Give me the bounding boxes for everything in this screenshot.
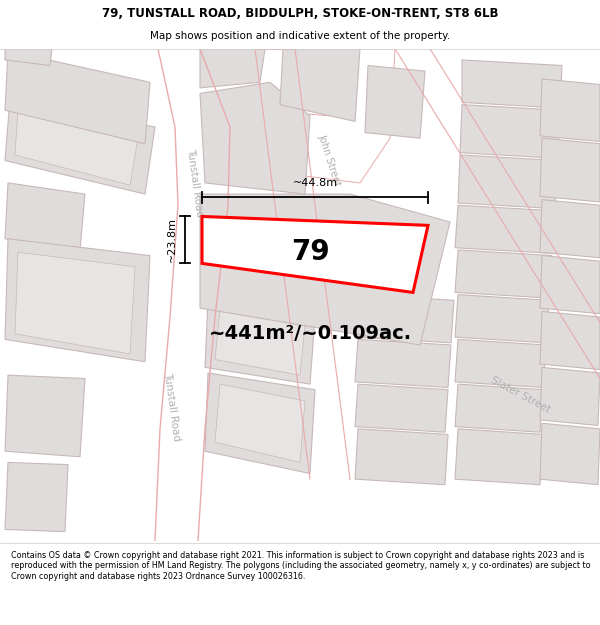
Polygon shape: [455, 205, 555, 253]
Text: ~441m²/~0.109ac.: ~441m²/~0.109ac.: [208, 324, 412, 343]
Polygon shape: [540, 138, 600, 202]
Polygon shape: [455, 339, 546, 388]
Polygon shape: [395, 49, 600, 379]
Polygon shape: [260, 49, 395, 183]
Text: 79: 79: [290, 238, 329, 266]
Polygon shape: [540, 199, 600, 258]
Polygon shape: [258, 276, 298, 304]
Polygon shape: [365, 66, 425, 138]
Text: Tunstall Road: Tunstall Road: [185, 148, 205, 218]
Polygon shape: [205, 300, 315, 384]
Polygon shape: [460, 104, 560, 158]
Polygon shape: [355, 294, 454, 343]
Polygon shape: [205, 196, 312, 253]
Polygon shape: [205, 241, 312, 311]
Polygon shape: [200, 49, 265, 88]
Text: ~23.8m: ~23.8m: [167, 217, 177, 262]
Polygon shape: [458, 155, 558, 209]
Polygon shape: [355, 429, 448, 485]
Polygon shape: [455, 429, 543, 485]
Polygon shape: [5, 239, 150, 362]
Polygon shape: [462, 60, 562, 108]
Polygon shape: [215, 248, 298, 301]
Polygon shape: [215, 205, 298, 246]
Polygon shape: [215, 384, 305, 462]
Polygon shape: [200, 194, 450, 345]
Polygon shape: [5, 375, 85, 457]
Text: Tunstall Road: Tunstall Road: [162, 371, 182, 441]
Polygon shape: [15, 110, 138, 185]
Polygon shape: [5, 462, 68, 532]
Text: Contains OS data © Crown copyright and database right 2021. This information is : Contains OS data © Crown copyright and d…: [11, 551, 590, 581]
Polygon shape: [155, 49, 230, 541]
Polygon shape: [280, 49, 360, 121]
Text: Map shows position and indicative extent of the property.: Map shows position and indicative extent…: [150, 31, 450, 41]
Polygon shape: [455, 384, 543, 432]
Polygon shape: [540, 79, 600, 141]
Polygon shape: [200, 82, 310, 194]
Polygon shape: [540, 311, 600, 369]
Polygon shape: [215, 309, 305, 375]
Polygon shape: [540, 368, 600, 426]
Text: ~44.8m: ~44.8m: [292, 179, 338, 189]
Polygon shape: [455, 294, 549, 343]
Polygon shape: [355, 339, 451, 388]
Polygon shape: [5, 51, 150, 144]
Polygon shape: [202, 216, 428, 292]
Text: 79, TUNSTALL ROAD, BIDDULPH, STOKE-ON-TRENT, ST8 6LB: 79, TUNSTALL ROAD, BIDDULPH, STOKE-ON-TR…: [102, 7, 498, 20]
Polygon shape: [255, 49, 350, 479]
Polygon shape: [540, 256, 600, 314]
Polygon shape: [540, 423, 600, 485]
Text: John Street: John Street: [317, 133, 343, 188]
Polygon shape: [205, 373, 315, 474]
Polygon shape: [5, 99, 155, 194]
Polygon shape: [5, 183, 85, 250]
Polygon shape: [455, 250, 552, 298]
Text: Slater Street: Slater Street: [488, 376, 551, 415]
Polygon shape: [15, 253, 135, 354]
Polygon shape: [355, 384, 448, 432]
Polygon shape: [5, 49, 52, 66]
